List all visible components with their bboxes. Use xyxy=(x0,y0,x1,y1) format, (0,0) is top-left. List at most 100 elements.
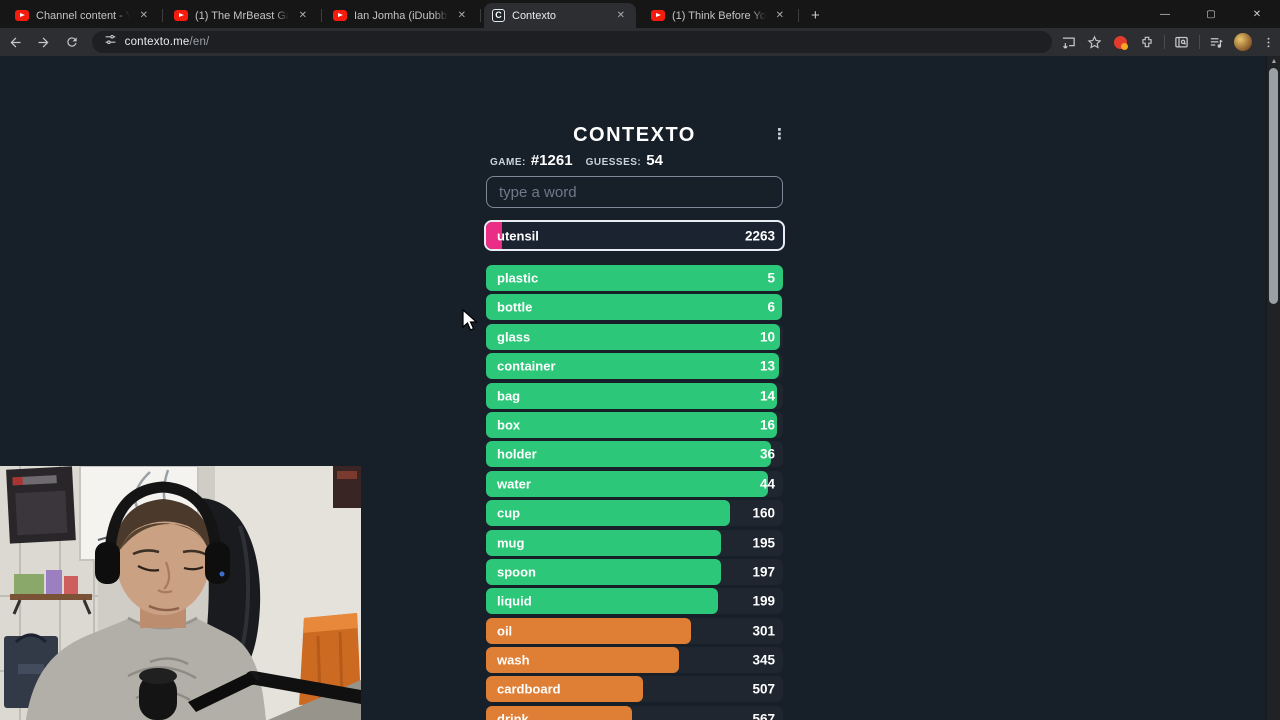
minimize-button[interactable]: — xyxy=(1160,8,1170,20)
guess-bar xyxy=(486,470,769,497)
guess-bar xyxy=(486,411,778,438)
browser-tab[interactable]: (1) Think Before You Sleep - Yo ✕ xyxy=(643,3,799,28)
guess-word: mug xyxy=(497,535,525,551)
guess-bar xyxy=(486,617,691,644)
guess-bar xyxy=(486,500,730,527)
tab-title: (1) The MrBeast Gambling Situ xyxy=(195,9,289,22)
browser-tab[interactable]: Ian Jomha (iDubbbz) wants to b ✕ xyxy=(325,3,481,28)
last-guess-word: utensil xyxy=(497,228,539,243)
guess-rank: 36 xyxy=(759,446,775,462)
youtube-favicon-icon xyxy=(333,10,347,21)
guess-rank: 199 xyxy=(752,593,775,609)
game-label: GAME: xyxy=(490,157,526,168)
guess-row: oil 301 xyxy=(486,617,783,644)
last-guess-row: utensil 2263 xyxy=(484,220,785,251)
youtube-favicon-icon xyxy=(15,10,29,21)
tab-close-icon[interactable]: ✕ xyxy=(139,10,148,21)
guess-row: glass 10 xyxy=(486,323,783,350)
guess-bar xyxy=(486,529,721,556)
guess-bar xyxy=(486,353,779,380)
tabs-container: Channel content - YouTube Stu✕(1) The Mr… xyxy=(0,3,799,28)
guess-row: spoon 197 xyxy=(486,558,783,585)
scrollbar-up-icon[interactable]: ▲ xyxy=(1270,58,1278,65)
word-input[interactable] xyxy=(486,176,783,208)
guess-row: drink 567 xyxy=(486,705,783,720)
tab-strip: Channel content - YouTube Stu✕(1) The Mr… xyxy=(0,0,1280,28)
bookmark-star-icon[interactable] xyxy=(1084,31,1106,53)
save-share-icon[interactable] xyxy=(1058,31,1080,53)
tab-title: Contexto xyxy=(512,9,557,22)
maximize-button[interactable]: ▢ xyxy=(1206,8,1216,20)
guess-row: liquid 199 xyxy=(486,588,783,615)
adblock-extension-icon[interactable] xyxy=(1110,31,1132,53)
forward-icon[interactable] xyxy=(32,30,56,54)
site-info-icon[interactable] xyxy=(104,33,117,51)
guess-word: bottle xyxy=(497,299,533,315)
guess-word: drink xyxy=(497,711,529,720)
guess-word: glass xyxy=(497,329,531,345)
guess-rank: 195 xyxy=(752,535,775,551)
tab-close-icon[interactable]: ✕ xyxy=(457,10,466,21)
page-scrollbar[interactable]: ▲ xyxy=(1266,56,1280,720)
game-menu-icon[interactable]: ⋮ xyxy=(772,126,787,143)
guess-row: bottle 6 xyxy=(486,294,783,321)
back-icon[interactable] xyxy=(4,30,28,54)
guess-word: liquid xyxy=(497,593,532,609)
browser-tab[interactable]: (1) The MrBeast Gambling Situ ✕ xyxy=(166,3,322,28)
guess-rank: 5 xyxy=(767,270,775,286)
page-title: CONTEXTO xyxy=(573,124,696,146)
tab-title: (1) Think Before You Sleep - Yo xyxy=(672,9,766,22)
youtube-favicon-icon xyxy=(174,10,188,21)
guess-rank: 14 xyxy=(759,388,775,404)
toolbar-actions xyxy=(1058,31,1280,53)
window-controls: — ▢ ✕ xyxy=(1142,0,1280,28)
profile-avatar[interactable] xyxy=(1232,31,1254,53)
guess-word: box xyxy=(497,417,521,433)
browser-tab[interactable]: Channel content - YouTube Stu ✕ xyxy=(7,3,163,28)
browser-toolbar: contexto.me/en/ xyxy=(0,28,1280,56)
guess-row: bag 14 xyxy=(486,382,783,409)
last-guess-rank: 2263 xyxy=(744,228,775,243)
new-tab-button[interactable]: + xyxy=(811,7,820,24)
scrollbar-thumb[interactable] xyxy=(1269,68,1278,304)
guess-row: box 16 xyxy=(486,411,783,438)
guess-rank: 301 xyxy=(752,623,775,639)
guess-row: holder 36 xyxy=(486,441,783,468)
tab-close-icon[interactable]: ✕ xyxy=(616,10,625,21)
tab-close-icon[interactable]: ✕ xyxy=(298,10,307,21)
guess-bar xyxy=(486,382,778,409)
reload-icon[interactable] xyxy=(60,30,84,54)
guess-row: mug 195 xyxy=(486,529,783,556)
guess-word: water xyxy=(497,476,531,492)
guess-rank: 16 xyxy=(759,417,775,433)
extension-icon[interactable] xyxy=(1136,31,1158,53)
browser-tab[interactable]: C Contexto ✕ xyxy=(484,3,636,28)
guess-bar xyxy=(486,676,644,703)
guess-bar xyxy=(486,588,718,615)
side-panel-search-icon[interactable] xyxy=(1171,31,1193,53)
mouse-cursor xyxy=(462,308,479,338)
guess-row: cardboard 507 xyxy=(486,676,783,703)
guess-bar xyxy=(486,441,772,468)
guess-bar xyxy=(486,265,783,291)
tab-title: Ian Jomha (iDubbbz) wants to b xyxy=(354,9,448,22)
close-window-button[interactable]: ✕ xyxy=(1252,8,1262,20)
guess-word: holder xyxy=(497,446,537,462)
tab-search-list-icon[interactable] xyxy=(1206,31,1228,53)
guess-rank: 345 xyxy=(752,652,775,668)
guess-word: cardboard xyxy=(497,681,561,697)
youtube-favicon-icon xyxy=(651,10,665,21)
webcam-overlay xyxy=(0,466,361,720)
tab-close-icon[interactable]: ✕ xyxy=(775,10,784,21)
guess-row: plastic 5 xyxy=(486,265,783,291)
guess-word: spoon xyxy=(497,564,536,580)
guess-bar xyxy=(486,558,721,585)
guess-rank: 10 xyxy=(759,329,775,345)
guess-word: bag xyxy=(497,388,521,404)
guess-list: plastic 5 bottle 6 glass 10 container 13 bag 14 bo… xyxy=(486,265,783,720)
browser-menu-icon[interactable] xyxy=(1258,31,1280,53)
guess-bar xyxy=(486,705,632,720)
guess-bar xyxy=(486,323,781,350)
address-bar[interactable]: contexto.me/en/ xyxy=(91,31,1052,53)
url-text: contexto.me/en/ xyxy=(124,36,210,48)
